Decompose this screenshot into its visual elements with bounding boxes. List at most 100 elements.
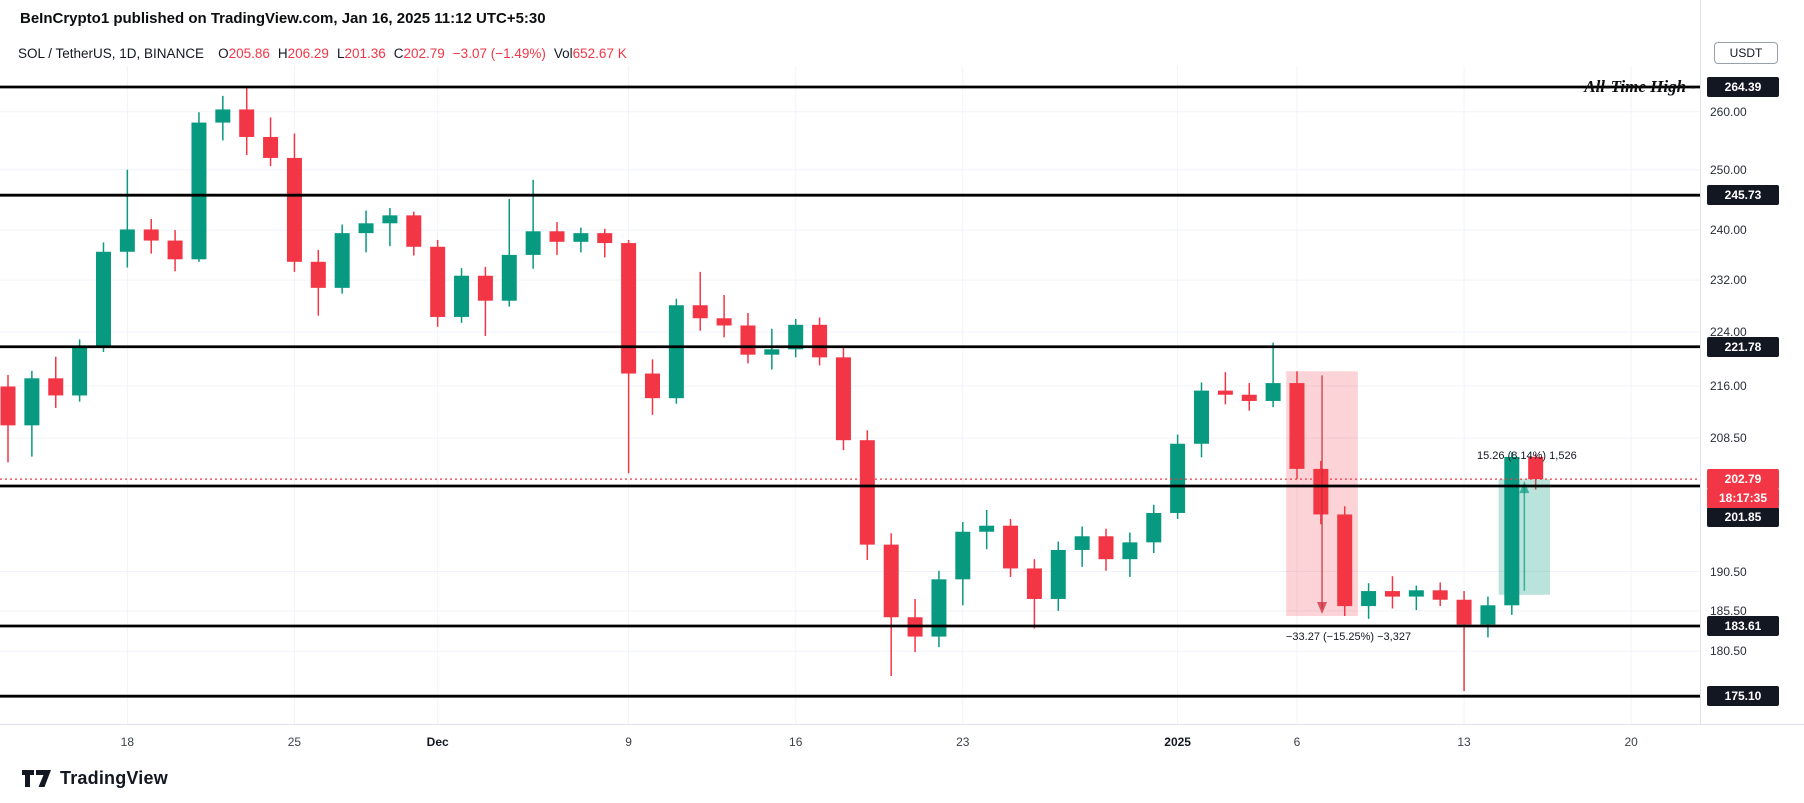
candle-body bbox=[215, 109, 231, 123]
price-axis-label: 185.50 bbox=[1710, 603, 1747, 618]
candle-body bbox=[48, 378, 64, 396]
level-price-badge: 183.61 bbox=[1707, 616, 1779, 636]
candle-body bbox=[597, 233, 613, 244]
countdown-badge: 18:17:35 bbox=[1707, 488, 1779, 509]
candle-body bbox=[1337, 514, 1353, 607]
candle-body bbox=[454, 275, 470, 317]
ohlc-high: H206.29 bbox=[278, 46, 329, 61]
price-axis-label: 232.00 bbox=[1710, 273, 1747, 288]
candle-body bbox=[430, 246, 446, 317]
candle-body bbox=[334, 233, 350, 288]
close-value: 202.79 bbox=[403, 46, 445, 61]
time-axis-label: 2025 bbox=[1164, 735, 1191, 749]
time-axis-label: 23 bbox=[956, 735, 970, 749]
candle-body bbox=[883, 544, 899, 618]
candle-body bbox=[835, 357, 851, 441]
time-axis-label: 6 bbox=[1293, 735, 1301, 749]
time-axis-label: 18 bbox=[120, 735, 135, 749]
volume-label: Vol bbox=[553, 46, 573, 61]
tradingview-logo[interactable]: TradingView bbox=[22, 768, 168, 789]
level-lines bbox=[0, 85, 1700, 698]
high-value: 206.29 bbox=[287, 46, 329, 61]
candle-body bbox=[24, 378, 40, 426]
candle-body bbox=[621, 243, 637, 374]
candle-body bbox=[1217, 390, 1233, 395]
ohlc-close: C202.79 bbox=[394, 46, 445, 61]
candle-body bbox=[931, 579, 947, 637]
candle-body bbox=[1170, 443, 1186, 513]
open-value: 205.86 bbox=[228, 46, 270, 61]
candle-body bbox=[191, 122, 207, 260]
measure-zones bbox=[1286, 371, 1551, 616]
candle-body bbox=[1146, 512, 1162, 543]
price-axis-label: 224.00 bbox=[1710, 325, 1747, 340]
tradingview-logo-icon bbox=[22, 770, 51, 787]
price-axis-label: 250.00 bbox=[1710, 162, 1747, 177]
level-price-badge: 221.78 bbox=[1707, 336, 1779, 357]
volume-value: 652.67 K bbox=[572, 46, 627, 61]
chart-canvas[interactable] bbox=[0, 0, 1700, 724]
candle-body bbox=[549, 231, 565, 242]
candle-body bbox=[740, 325, 756, 355]
candle-body bbox=[167, 240, 183, 260]
attribution-text: BeInCrypto1 published on TradingView.com… bbox=[20, 10, 546, 27]
candle-body bbox=[477, 275, 493, 301]
close-label: C bbox=[393, 46, 404, 61]
candle-body bbox=[1528, 456, 1544, 480]
current-price-badge: 202.79 bbox=[1707, 469, 1779, 490]
candle-body bbox=[1480, 605, 1496, 625]
volume-group: Vol652.67 K bbox=[554, 46, 627, 61]
candle-body bbox=[1098, 536, 1114, 560]
candle-body bbox=[1194, 390, 1209, 444]
candle-body bbox=[644, 373, 660, 399]
price-axis-label: 180.50 bbox=[1710, 644, 1747, 659]
open-label: O bbox=[218, 46, 229, 61]
candle-body bbox=[382, 215, 398, 224]
ohlc-low: L201.36 bbox=[337, 46, 386, 61]
candle-body bbox=[310, 261, 326, 288]
candle-body bbox=[692, 305, 708, 319]
candle-body bbox=[1408, 590, 1424, 597]
low-label: L bbox=[336, 46, 345, 61]
level-price-badge: 245.73 bbox=[1707, 185, 1779, 206]
candle-body bbox=[406, 215, 422, 247]
time-axis[interactable]: 18 25 Dec 9 16 23 2025 6 13 20 bbox=[0, 724, 1804, 765]
price-axis-label: 240.00 bbox=[1710, 223, 1747, 238]
candle-body bbox=[1026, 568, 1042, 599]
candle-body bbox=[286, 157, 302, 262]
price-axis[interactable]: 260.00 250.00 240.00 232.00 224.00 216.00 208.… bbox=[1700, 0, 1804, 724]
candle-body bbox=[764, 349, 780, 355]
candle-body bbox=[72, 347, 88, 396]
candle-body bbox=[1241, 394, 1257, 401]
candle-body bbox=[525, 231, 541, 255]
candle-body bbox=[263, 136, 279, 158]
price-axis-label: 208.50 bbox=[1710, 431, 1747, 446]
symbol-legend: SOL / TetherUS, 1D, BINANCE O205.86 H206.2… bbox=[18, 46, 627, 61]
candle-body bbox=[1289, 383, 1305, 469]
high-label: H bbox=[277, 46, 288, 61]
level-price-badge: 201.85 bbox=[1707, 506, 1779, 527]
time-axis-label: 25 bbox=[287, 735, 302, 749]
measure-arrow-head bbox=[1317, 601, 1328, 614]
candle-body bbox=[1361, 591, 1377, 607]
level-price-badge: 264.39 bbox=[1707, 76, 1779, 97]
price-axis-label: 260.00 bbox=[1710, 104, 1747, 119]
candle-body bbox=[716, 318, 732, 326]
ohlc-open: O205.86 bbox=[218, 46, 270, 61]
time-axis-label: 9 bbox=[625, 735, 632, 749]
candle-body bbox=[1432, 590, 1448, 600]
candle-body bbox=[1074, 536, 1090, 550]
candle-body bbox=[859, 440, 875, 545]
candle-body bbox=[0, 386, 16, 426]
candle-body bbox=[95, 251, 111, 348]
candle-body bbox=[501, 254, 517, 301]
candle-body bbox=[955, 531, 971, 580]
time-axis-label: Dec bbox=[426, 735, 449, 749]
candle-body bbox=[143, 229, 159, 241]
candle-body bbox=[239, 109, 255, 137]
currency-unit-button[interactable]: USDT bbox=[1714, 42, 1778, 64]
time-axis-label: 16 bbox=[789, 735, 803, 749]
symbol-description[interactable]: SOL / TetherUS, 1D, BINANCE bbox=[18, 46, 205, 61]
time-axis-label: 20 bbox=[1624, 735, 1638, 749]
